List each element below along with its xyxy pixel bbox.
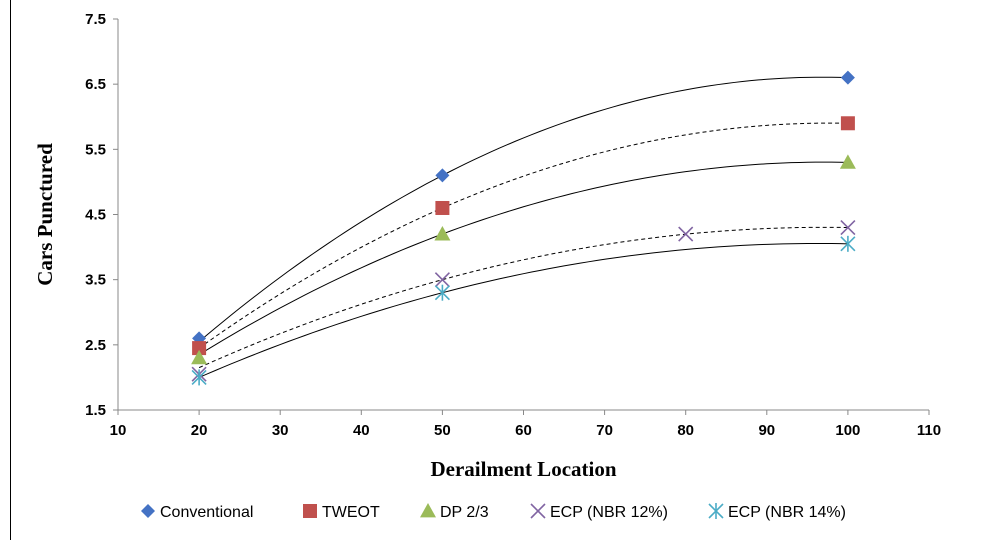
x-marker-stroke [840, 219, 856, 236]
x-tick-label: 50 [434, 422, 451, 439]
data-point-dp-2-3 [434, 226, 451, 241]
square-marker-shape [435, 200, 450, 215]
tick-labels: 1.5 2.5 3.5 4.5 5.5 6.5 7.5 10 20 30 40 50 60 70 80 90 1… [85, 11, 941, 439]
diamond-marker-shape [435, 168, 450, 183]
y-tick-label: 6.5 [85, 76, 106, 93]
data-point-ecp-nbr-14 [191, 369, 207, 386]
data-points [191, 70, 856, 386]
x-tick-label: 80 [677, 422, 694, 439]
y-axis-title: Cars Punctured [33, 143, 57, 286]
y-tick-label: 2.5 [85, 337, 106, 354]
legend-item-ecp-nbr-12: ECP (NBR 12%) [530, 503, 668, 521]
x-tick-label: 60 [515, 422, 532, 439]
legend: Conventional TWEOT DP 2/3 ECP (NBR 12%) ECP … [141, 503, 846, 521]
legend-item-conventional: Conventional [141, 504, 253, 521]
legend-item-ecp-nbr-14: ECP (NBR 14%) [708, 503, 846, 521]
y-tick-label: 7.5 [85, 11, 106, 28]
x-tick-label: 90 [758, 422, 775, 439]
left-border [10, 0, 11, 540]
legend-label-ecp-nbr-14: ECP (NBR 14%) [728, 504, 846, 521]
data-point-ecp-nbr-12 [678, 226, 694, 242]
legend-marker-ecp-nbr-12 [530, 503, 546, 519]
data-point-dp-2-3 [839, 154, 856, 169]
diamond-marker-shape [141, 504, 155, 518]
data-point-conventional [840, 70, 855, 85]
triangle-marker-shape [839, 154, 856, 169]
x-tick-label: 70 [596, 422, 613, 439]
legend-marker-ecp-nbr-14 [708, 503, 724, 519]
trend-line-dp-2-3 [198, 161, 848, 356]
legend-item-tweot: TWEOT [303, 504, 380, 521]
data-point-ecp-nbr-14 [434, 284, 450, 301]
legend-label-conventional: Conventional [160, 504, 253, 521]
legend-label-dp-2-3: DP 2/3 [440, 504, 489, 521]
y-tick-label: 4.5 [85, 207, 106, 224]
data-point-tweot [840, 116, 855, 131]
trend-line-tweot [198, 122, 848, 349]
legend-marker-conventional [141, 504, 155, 518]
square-marker-shape [303, 504, 317, 518]
data-point-dp-2-3 [191, 349, 208, 365]
legend-item-dp-2-3: DP 2/3 [420, 503, 489, 521]
x-axis-title: Derailment Location [430, 457, 616, 481]
x-tick-label: 110 [917, 422, 941, 439]
legend-marker-dp-2-3 [420, 503, 436, 518]
x-marker-stroke [530, 503, 546, 519]
triangle-marker-shape [191, 349, 208, 365]
trend-lines [198, 76, 848, 378]
legend-marker-tweot [303, 504, 317, 518]
data-point-conventional [435, 168, 450, 183]
y-tick-label: 1.5 [85, 402, 106, 419]
legend-label-ecp-nbr-12: ECP (NBR 12%) [550, 504, 668, 521]
x-marker-stroke [678, 226, 694, 242]
data-point-tweot [192, 341, 207, 356]
data-point-ecp-nbr-12 [434, 272, 450, 288]
square-marker-shape [840, 116, 855, 131]
trend-line-ecp-nbr-14 [198, 242, 848, 378]
data-point-ecp-nbr-14 [840, 235, 856, 252]
triangle-marker-shape [434, 226, 451, 241]
x-tick-label: 20 [191, 422, 208, 439]
x-tick-label: 100 [835, 422, 860, 439]
y-tick-label: 5.5 [85, 141, 106, 158]
triangle-marker-shape [420, 503, 436, 518]
x-marker-stroke [434, 272, 450, 288]
data-point-tweot [435, 200, 450, 215]
y-tick-label: 3.5 [85, 272, 106, 289]
axes [113, 18, 930, 415]
diamond-marker-shape [840, 70, 855, 85]
x-tick-label: 40 [353, 422, 370, 439]
trend-line-conventional [198, 76, 848, 342]
square-marker-shape [192, 341, 207, 356]
x-tick-label: 30 [272, 422, 289, 439]
data-point-ecp-nbr-12 [840, 219, 856, 236]
legend-label-tweot: TWEOT [322, 504, 380, 521]
trend-line-ecp-nbr-12 [198, 226, 848, 369]
x-tick-label: 10 [110, 422, 127, 439]
